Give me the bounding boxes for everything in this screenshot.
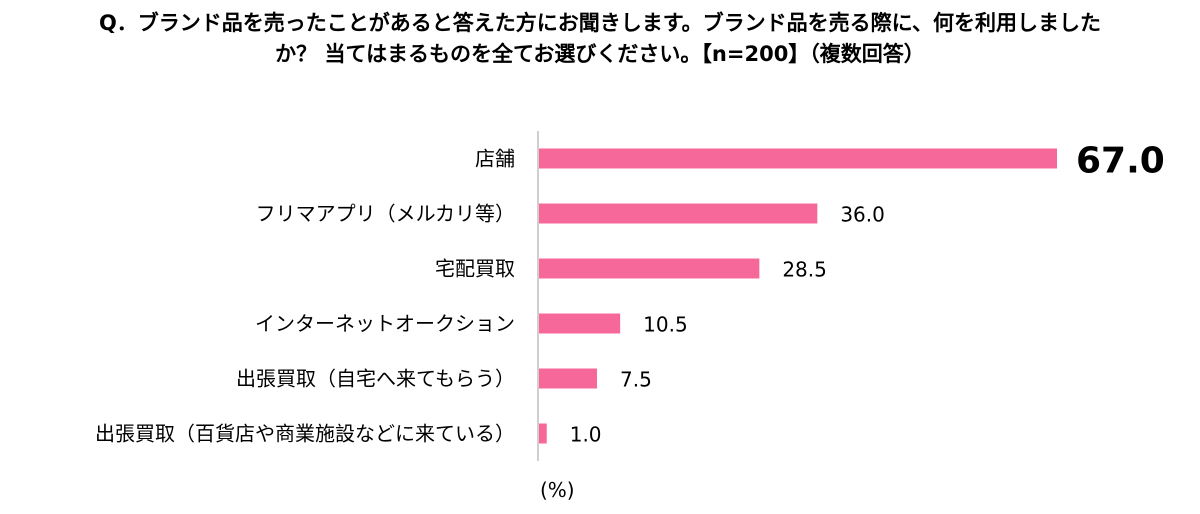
- value-label: 1.0: [570, 423, 602, 447]
- bar: [539, 203, 818, 224]
- chart-title: Q．ブランド品を売ったことがあると答えた方にお聞きします。ブランド品を売る際に、…: [20, 8, 1180, 70]
- category-label: 出張買取（百貨店や商業施設などに来ている）: [95, 422, 515, 446]
- category-label: 宅配買取: [435, 257, 515, 281]
- value-label: 28.5: [782, 258, 827, 282]
- value-label: 67.0: [1076, 141, 1165, 182]
- value-label: 7.5: [620, 368, 652, 392]
- bar: [539, 148, 1057, 169]
- bar: [539, 313, 621, 334]
- value-label: 36.0: [840, 203, 885, 227]
- bar: [539, 258, 760, 279]
- category-label: 出張買取（自宅へ来てもらう）: [236, 367, 515, 391]
- category-label: インターネットオークション: [255, 312, 515, 336]
- value-label: 10.5: [643, 313, 688, 337]
- title-line-2: か？ 当てはまるものを全てお選びください。【n=200】（複数回答）: [275, 42, 925, 66]
- bar: [539, 368, 597, 389]
- category-label: フリマアプリ（メルカリ等）: [256, 202, 515, 226]
- unit-label: (%): [540, 478, 575, 502]
- bar: [539, 423, 547, 444]
- title-line-1: Q．ブランド品を売ったことがあると答えた方にお聞きします。ブランド品を売る際に、…: [98, 11, 1102, 35]
- category-label: 店舗: [475, 147, 515, 171]
